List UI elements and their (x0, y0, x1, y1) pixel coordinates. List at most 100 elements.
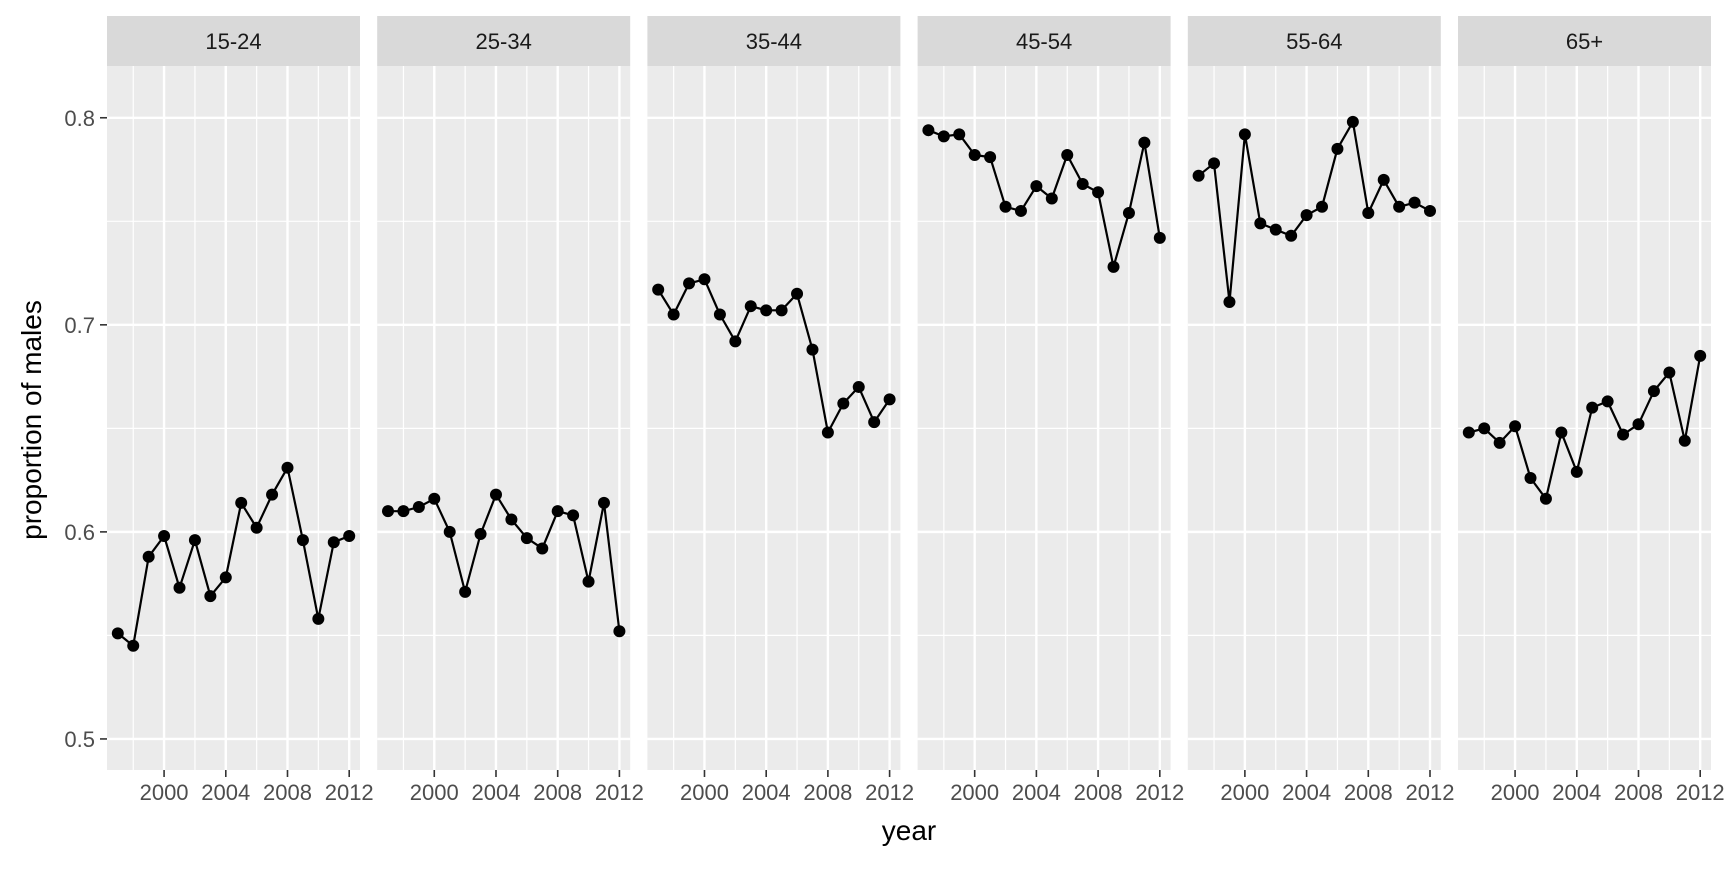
data-point (852, 380, 865, 393)
data-point (1316, 200, 1329, 213)
x-tick-label: 2004 (742, 780, 791, 805)
data-point (683, 277, 696, 290)
x-tick-label: 2012 (1135, 780, 1184, 805)
facet-strip-label: 45-54 (1016, 29, 1072, 54)
x-tick-label: 2008 (803, 780, 852, 805)
data-point (443, 525, 456, 538)
data-point (821, 426, 834, 439)
x-tick-label: 2012 (865, 780, 914, 805)
data-point (235, 496, 248, 509)
data-point (127, 639, 140, 652)
data-point (343, 530, 356, 543)
series-line (1468, 355, 1702, 500)
data-point (1045, 192, 1058, 205)
x-tick-label: 2008 (263, 780, 312, 805)
x-tick-label: 2008 (1614, 780, 1663, 805)
series-line (927, 129, 1161, 268)
x-axis-title: year (882, 815, 936, 846)
data-point (937, 130, 950, 143)
data-point (428, 492, 441, 505)
facets-layer: 15-24 2000 2004 2008 2012 25-34 2000 2004 2008 20… (107, 16, 1725, 805)
facet-strip (647, 16, 901, 66)
data-point (984, 151, 997, 164)
x-tick-label: 2012 (1676, 780, 1725, 805)
data-point (266, 488, 279, 501)
data-point (1663, 366, 1676, 379)
data-point (999, 200, 1012, 213)
x-tick-label: 2004 (1282, 780, 1331, 805)
data-point (713, 308, 726, 321)
data-point (474, 527, 487, 540)
data-point (729, 335, 742, 348)
data-point (1694, 349, 1707, 362)
facet-strip-label: 65+ (1566, 29, 1603, 54)
data-point (1647, 385, 1660, 398)
data-point (1092, 186, 1105, 199)
data-point (1632, 418, 1645, 431)
data-point (1192, 169, 1205, 182)
data-point (868, 416, 881, 429)
data-point (1208, 157, 1221, 170)
facet-strip (377, 16, 631, 66)
facet-panel: 15-24 2000 2004 2008 2012 (107, 16, 374, 805)
data-point (397, 505, 410, 518)
data-point (296, 534, 309, 547)
facet-strip-label: 55-64 (1286, 29, 1342, 54)
facet-panel: 45-54 2000 2004 2008 2012 (917, 16, 1184, 805)
facet-panel: 25-34 2000 2004 2008 2012 (377, 16, 644, 805)
y-tick-label: 0.5 (64, 727, 95, 752)
data-point (652, 283, 665, 296)
y-tick-label: 0.6 (64, 520, 95, 545)
data-point (489, 488, 502, 501)
y-axis: 0.5 0.6 0.7 0.8 (64, 106, 107, 752)
data-point (597, 496, 610, 509)
facet-panel: 55-64 2000 2004 2008 2012 (1187, 16, 1455, 805)
panel-background (107, 66, 360, 770)
data-point (173, 581, 186, 594)
facet-panel: 65+ 2000 2004 2008 2012 (1458, 16, 1725, 805)
data-point (1107, 260, 1120, 273)
data-point (1377, 173, 1390, 186)
data-point (1122, 207, 1135, 220)
x-tick-label: 2008 (533, 780, 582, 805)
data-point (1493, 436, 1506, 449)
x-tick-label: 2000 (140, 780, 189, 805)
data-point (698, 273, 711, 286)
x-tick-label: 2012 (1406, 780, 1455, 805)
data-point (1030, 180, 1043, 193)
data-point (1014, 204, 1027, 217)
x-tick-label: 2000 (680, 780, 729, 805)
data-point (1617, 428, 1630, 441)
data-point (775, 304, 788, 317)
data-point (142, 550, 155, 563)
data-point (158, 530, 171, 543)
panel-background (377, 66, 631, 770)
data-point (1462, 426, 1475, 439)
series-line (117, 466, 350, 647)
series-line (657, 278, 891, 434)
x-tick-label: 2012 (595, 780, 644, 805)
data-point (953, 128, 966, 141)
x-tick-label: 2004 (1552, 780, 1601, 805)
data-point (412, 501, 425, 514)
x-tick-label: 2004 (1012, 780, 1061, 805)
data-point (250, 521, 263, 534)
x-tick-label: 2008 (1074, 780, 1123, 805)
facet-strip-label: 15-24 (205, 29, 261, 54)
data-point (327, 536, 340, 549)
data-point (1362, 207, 1375, 220)
x-tick-label: 2012 (325, 780, 374, 805)
data-point (1678, 434, 1691, 447)
data-point (505, 513, 518, 526)
facet-panel: 35-44 2000 2004 2008 2012 (647, 16, 914, 805)
data-point (1061, 149, 1074, 162)
data-point (1138, 136, 1151, 149)
data-point (1331, 142, 1344, 155)
panel-background (647, 66, 901, 770)
data-point (536, 542, 549, 555)
data-point (551, 505, 564, 518)
data-point (806, 343, 819, 356)
data-point (1478, 422, 1491, 435)
data-point (312, 612, 325, 625)
